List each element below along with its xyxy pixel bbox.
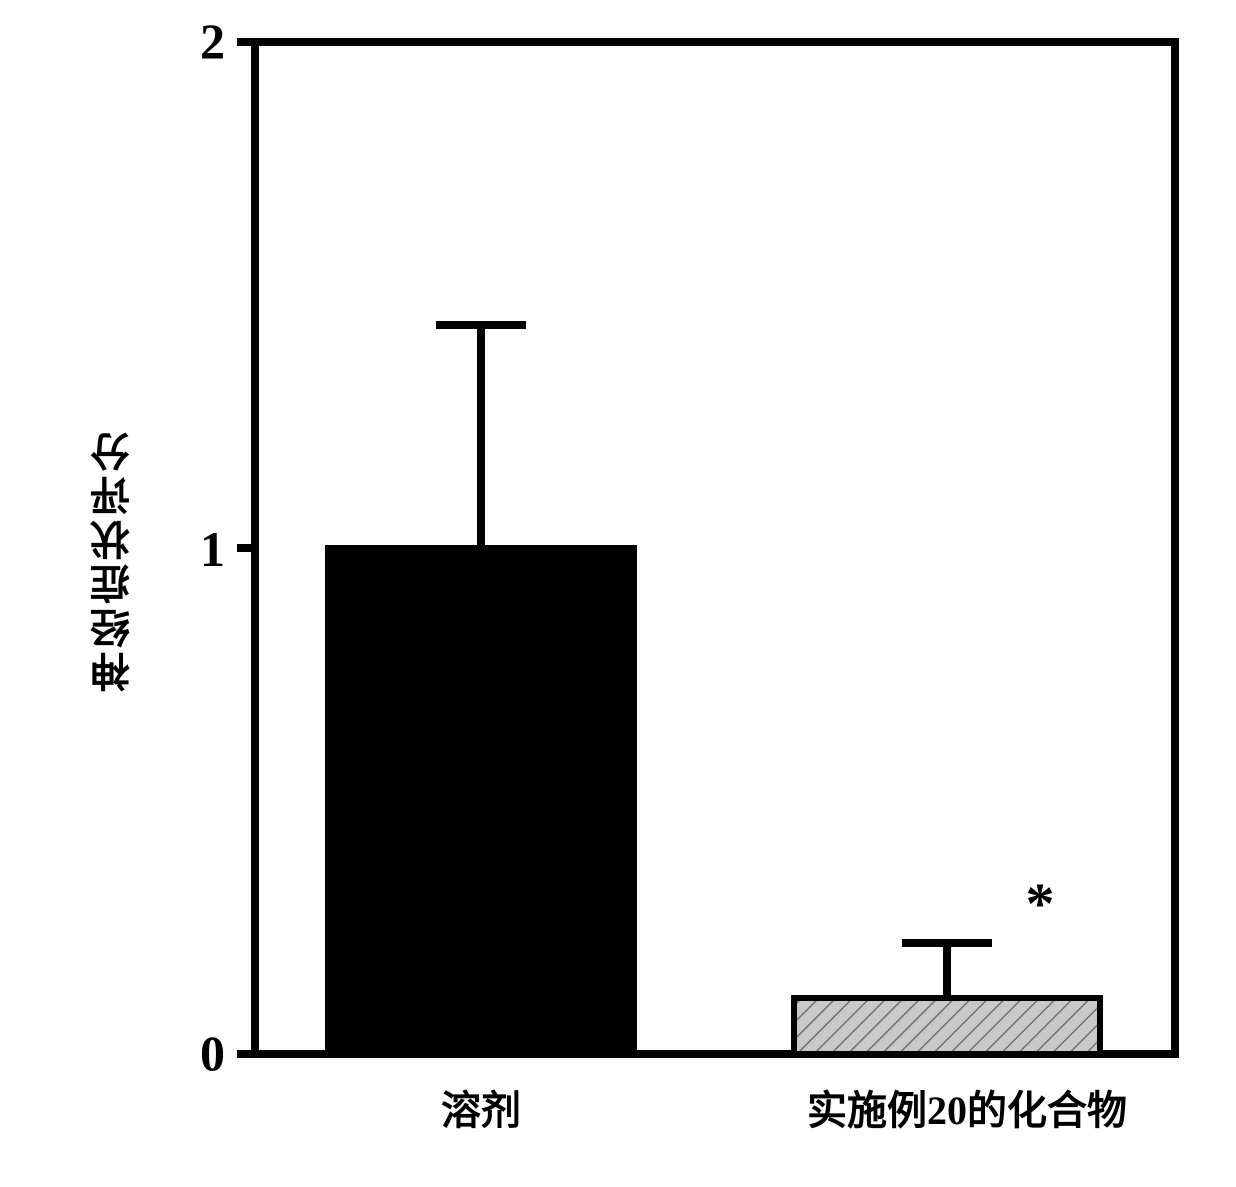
- bar-solvent: [328, 548, 634, 1054]
- xcat-solvent: 溶剂: [381, 1078, 581, 1136]
- significance-star: *: [1000, 870, 1080, 937]
- xcat-compound: 实施例20的化合物: [767, 1078, 1167, 1136]
- plot-svg: [0, 0, 1236, 1187]
- bar-compound: [794, 998, 1100, 1054]
- bar-chart-figure: 神经症状评分 2 1 0 * 溶剂 实施例20的化合物: [0, 0, 1236, 1187]
